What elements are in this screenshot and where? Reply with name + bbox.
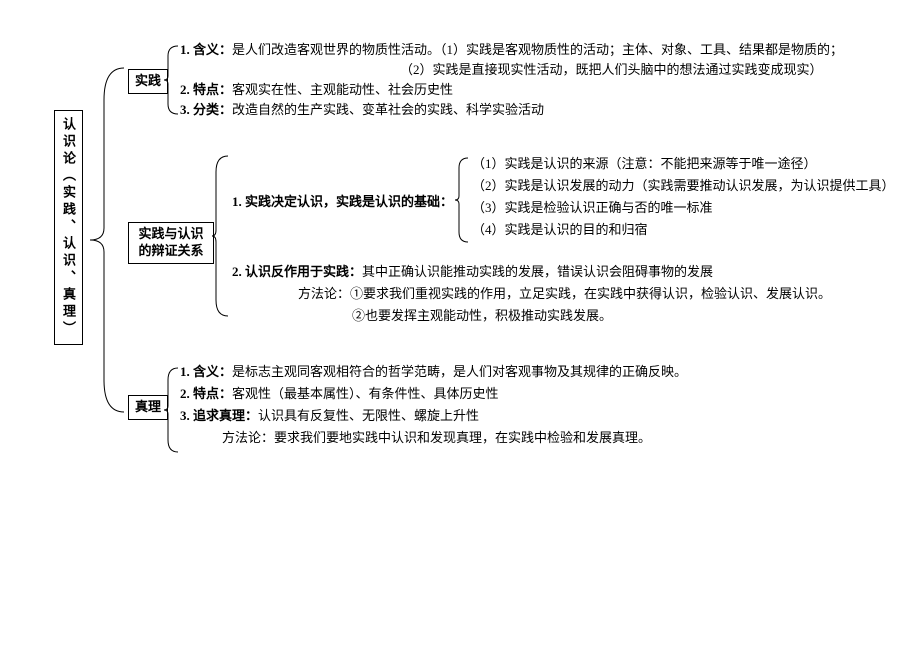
- practice-item-1-sub: （2）实践是直接现实性活动，既把人们头脑中的想法通过实践变成现实）: [400, 60, 823, 81]
- relation-item-2-method2: ②也要发挥主观能动性，积极推动实践发展。: [352, 306, 612, 327]
- section-relation-label-2: 的辩证关系: [138, 243, 203, 258]
- section-relation-box: 实践与认识 的辩证关系: [128, 222, 214, 264]
- relation-item-2-method1: 方法论：①要求我们重视实践的作用，立足实践，在实践中获得认识，检验认识、发展认识…: [298, 284, 831, 305]
- root-brace: [84, 60, 128, 420]
- truth-item-1: 1. 含义：是标志主观同客观相符合的哲学范畴，是人们对客观事物及其规律的正确反映…: [180, 362, 687, 383]
- practice-brace: [162, 42, 182, 118]
- relation-brace-inner: [454, 154, 472, 246]
- relation-sub-3: （3）实践是检验认识正确与否的唯一标准: [472, 198, 713, 219]
- practice-item-2: 2. 特点：客观实在性、主观能动性、社会历史性: [180, 80, 453, 101]
- relation-sub-2: （2）实践是认识发展的动力（实践需要推动认识发展，为认识提供工具）: [472, 176, 895, 197]
- root-label: 认识论（实践、认识、真理）: [61, 117, 76, 338]
- section-practice-label: 实践: [135, 73, 161, 88]
- root-box: 认识论（实践、认识、真理）: [54, 110, 83, 345]
- practice-item-3: 3. 分类：改造自然的生产实践、变革社会的实践、科学实验活动: [180, 100, 544, 121]
- section-relation-label-1: 实践与认识: [138, 226, 203, 241]
- truth-item-3: 3. 追求真理：认识具有反复性、无限性、螺旋上升性: [180, 406, 479, 427]
- truth-item-2: 2. 特点：客观性（最基本属性）、有条件性、具体历史性: [180, 384, 499, 405]
- truth-brace: [162, 364, 182, 456]
- practice-item-1: 1. 含义：是人们改造客观世界的物质性活动。（1）实践是客观物质性的活动；主体、…: [180, 40, 843, 61]
- relation-item-2: 2. 认识反作用于实践：其中正确认识能推动实践的发展，错误认识会阻碍事物的发展: [232, 262, 713, 283]
- relation-item-1: 1. 实践决定认识，实践是认识的基础：: [232, 192, 453, 213]
- section-truth-label: 真理: [135, 399, 161, 414]
- relation-brace-outer: [210, 150, 232, 322]
- truth-item-3-method: 方法论：要求我们要地实践中认识和发现真理，在实践中检验和发展真理。: [222, 428, 651, 449]
- relation-sub-1: （1）实践是认识的来源（注意：不能把来源等于唯一途径）: [472, 154, 817, 175]
- relation-sub-4: （4）实践是认识的目的和归宿: [472, 220, 648, 241]
